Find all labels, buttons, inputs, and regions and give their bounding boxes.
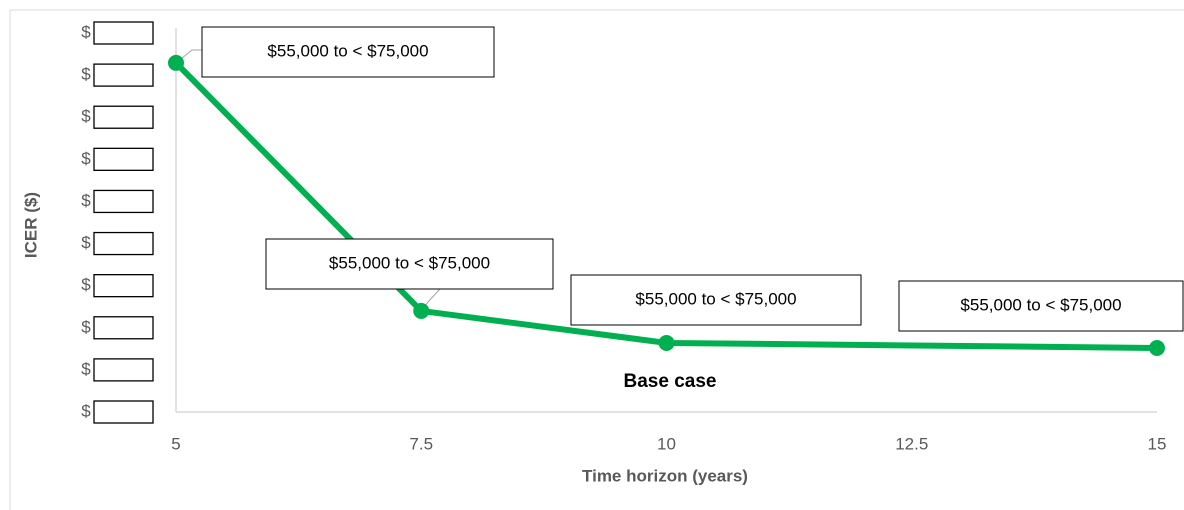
y-tick-label: $ — [81, 149, 91, 168]
point — [658, 334, 675, 351]
x-tick-label: 5 — [171, 434, 180, 453]
y-tick-label: $ — [81, 22, 91, 41]
annotation: Base case — [624, 371, 717, 392]
redaction-box — [93, 358, 154, 382]
y-axis-label: ICER ($) — [21, 192, 40, 258]
x-tick-label: 10 — [657, 434, 676, 453]
redaction-box — [93, 274, 154, 298]
label-box — [201, 26, 495, 78]
y-tick-label: $ — [81, 191, 91, 210]
x-tick-label: 7.5 — [409, 434, 433, 453]
point — [1149, 339, 1165, 356]
y-tick-label: $ — [81, 275, 91, 294]
redaction-box — [93, 316, 154, 340]
x-axis-label: Time horizon (years) — [582, 466, 748, 485]
redaction-box — [93, 21, 154, 45]
point-label: $55,000 to < $75,000 — [635, 289, 796, 308]
x-tick-label: 15 — [1148, 434, 1167, 453]
y-tick-label: $ — [81, 65, 91, 84]
y-tick-label: $ — [81, 233, 91, 252]
redaction-box — [93, 189, 154, 214]
y-tick-label: $ — [81, 401, 91, 420]
point-label: $55,000 to < $75,000 — [329, 253, 490, 272]
redaction-box — [93, 400, 154, 424]
series-line — [173, 60, 1158, 351]
point — [413, 302, 430, 319]
point-label: $55,000 to < $75,000 — [960, 295, 1121, 314]
point — [168, 54, 184, 71]
label-box — [265, 238, 554, 290]
y-tick-label: $ — [81, 359, 91, 378]
point-label: $55,000 to < $75,000 — [267, 41, 428, 60]
y-tick-label: $ — [81, 317, 91, 336]
y-tick-label: $ — [81, 107, 91, 126]
redaction-box — [93, 147, 154, 171]
x-tick-label: 12.5 — [895, 434, 928, 453]
label-box — [570, 274, 862, 326]
label-box — [898, 280, 1184, 332]
redaction-box — [93, 63, 154, 87]
redaction-box — [93, 231, 154, 256]
redaction-box — [93, 105, 154, 129]
